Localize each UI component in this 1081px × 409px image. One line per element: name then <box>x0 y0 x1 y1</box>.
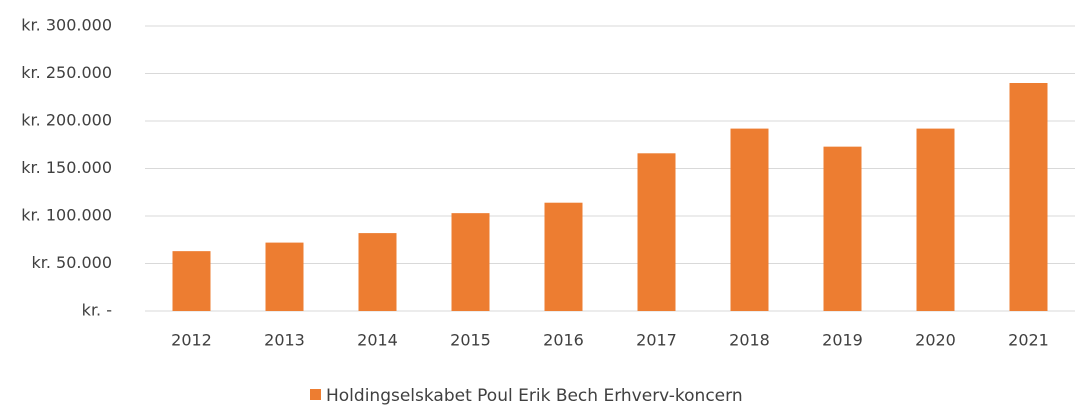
y-tick-label: kr. - <box>82 301 112 320</box>
bar <box>172 251 211 311</box>
y-tick-label: kr. 300.000 <box>21 16 112 35</box>
bar <box>637 153 676 311</box>
y-tick-label: kr. 200.000 <box>21 111 112 130</box>
legend-label: Holdingselskabet Poul Erik Bech Erhverv-… <box>326 386 743 405</box>
bar <box>823 146 862 311</box>
bar <box>451 213 490 311</box>
bar <box>1009 83 1048 311</box>
y-tick-label: kr. 250.000 <box>21 63 112 82</box>
y-tick-label: kr. 150.000 <box>21 158 112 177</box>
x-tick-label: 2020 <box>915 331 956 350</box>
x-tick-label: 2016 <box>543 331 584 350</box>
bar <box>544 202 583 311</box>
y-tick-label: kr. 100.000 <box>21 206 112 225</box>
x-tick-label: 2021 <box>1008 331 1049 350</box>
x-tick-label: 2019 <box>822 331 863 350</box>
y-tick-label: kr. 50.000 <box>31 253 112 272</box>
x-tick-label: 2018 <box>729 331 770 350</box>
x-tick-label: 2017 <box>636 331 677 350</box>
bar <box>265 242 304 311</box>
x-tick-label: 2012 <box>171 331 212 350</box>
bar <box>916 128 955 311</box>
x-tick-label: 2013 <box>264 331 305 350</box>
bar <box>358 233 397 311</box>
legend-swatch <box>310 389 321 400</box>
bar <box>730 128 769 311</box>
x-tick-label: 2014 <box>357 331 398 350</box>
x-tick-label: 2015 <box>450 331 491 350</box>
